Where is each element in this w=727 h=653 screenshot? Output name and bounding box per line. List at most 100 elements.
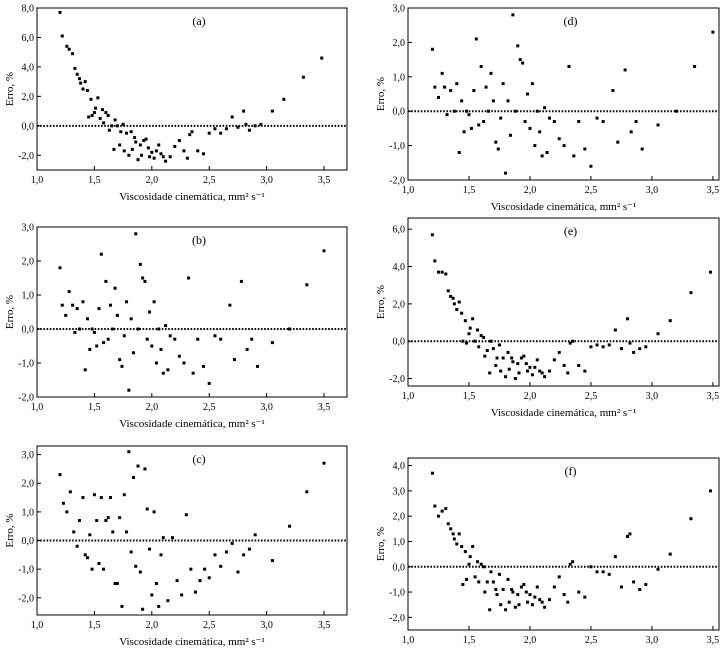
data-point bbox=[253, 533, 257, 537]
data-point bbox=[476, 328, 480, 332]
data-point bbox=[77, 518, 81, 522]
data-point bbox=[477, 345, 481, 349]
data-point bbox=[108, 303, 112, 307]
data-point bbox=[129, 550, 133, 554]
data-point bbox=[150, 344, 154, 348]
data-point bbox=[98, 116, 102, 120]
x-axis-title: Viscosidade cinemática, mm² s⁻¹ bbox=[491, 651, 637, 653]
data-series bbox=[58, 10, 324, 163]
y-tick-label: -2,0 bbox=[18, 151, 34, 162]
data-point bbox=[583, 595, 587, 599]
data-point bbox=[184, 513, 188, 517]
data-point bbox=[482, 565, 486, 569]
y-tick-label: -2,0 bbox=[18, 593, 34, 604]
y-axis-title: Erro, % bbox=[4, 513, 16, 547]
data-point bbox=[595, 116, 599, 120]
data-point bbox=[99, 252, 103, 256]
data-point bbox=[577, 590, 581, 594]
data-point bbox=[433, 504, 437, 508]
data-point bbox=[207, 576, 211, 580]
data-point bbox=[477, 580, 481, 584]
data-point bbox=[601, 570, 605, 574]
data-point bbox=[465, 577, 469, 581]
data-point bbox=[173, 144, 177, 148]
data-point bbox=[61, 501, 65, 505]
data-point bbox=[557, 575, 561, 579]
data-point bbox=[589, 565, 593, 569]
data-point bbox=[120, 364, 124, 368]
data-point bbox=[107, 128, 111, 132]
data-point bbox=[170, 536, 174, 540]
x-tick-label: 3,5 bbox=[707, 185, 720, 196]
data-point bbox=[60, 34, 64, 38]
data-point bbox=[689, 517, 693, 521]
x-tick-label: 2,0 bbox=[146, 402, 159, 413]
data-point bbox=[479, 334, 483, 338]
data-point bbox=[535, 109, 539, 113]
plot-frame bbox=[407, 217, 720, 387]
data-point bbox=[282, 97, 286, 101]
data-point bbox=[526, 369, 530, 373]
data-point bbox=[134, 564, 138, 568]
data-point bbox=[467, 332, 471, 336]
data-point bbox=[552, 358, 556, 362]
data-point bbox=[521, 61, 525, 65]
data-point bbox=[430, 47, 434, 51]
data-point bbox=[115, 581, 119, 585]
data-point bbox=[547, 598, 551, 602]
data-point bbox=[115, 313, 119, 317]
data-point bbox=[461, 582, 465, 586]
data-point bbox=[440, 270, 444, 274]
data-point bbox=[81, 300, 85, 304]
data-point bbox=[92, 493, 96, 497]
data-point bbox=[499, 369, 503, 373]
data-point bbox=[632, 580, 636, 584]
data-point bbox=[644, 345, 648, 349]
data-point bbox=[526, 92, 530, 96]
data-point bbox=[213, 334, 217, 338]
y-tick-label: 2,0 bbox=[22, 479, 35, 490]
data-point bbox=[472, 89, 476, 93]
data-point bbox=[489, 71, 493, 75]
data-point bbox=[530, 373, 534, 377]
data-point bbox=[518, 58, 522, 62]
data-point bbox=[207, 381, 211, 385]
data-point bbox=[535, 585, 539, 589]
data-series bbox=[58, 450, 326, 611]
data-point bbox=[479, 64, 483, 68]
data-point bbox=[504, 375, 508, 379]
data-point bbox=[491, 580, 495, 584]
data-point bbox=[589, 164, 593, 168]
data-point bbox=[494, 363, 498, 367]
y-tick-label: 4,0 bbox=[393, 461, 406, 472]
plot-frame bbox=[36, 445, 348, 616]
y-tick-label: 0,0 bbox=[393, 562, 406, 573]
data-point bbox=[445, 113, 449, 117]
data-point bbox=[577, 120, 581, 124]
data-point bbox=[86, 317, 90, 321]
data-point bbox=[494, 140, 498, 144]
data-point bbox=[446, 522, 450, 526]
y-tick-label: 2,0 bbox=[22, 92, 35, 103]
data-point bbox=[457, 300, 461, 304]
x-tick-label: 2,0 bbox=[146, 175, 159, 186]
data-point bbox=[628, 341, 632, 345]
x-tick-label: 2,0 bbox=[524, 185, 537, 196]
data-point bbox=[562, 144, 566, 148]
data-point bbox=[159, 152, 163, 156]
data-point bbox=[136, 464, 140, 468]
data-point bbox=[540, 154, 544, 158]
y-tick-label: -2,0 bbox=[389, 613, 405, 624]
data-point bbox=[508, 133, 512, 137]
data-point bbox=[133, 136, 137, 140]
x-tick-label: 2,5 bbox=[203, 175, 216, 186]
y-tick-label: -2,0 bbox=[18, 393, 34, 404]
data-point bbox=[485, 580, 489, 584]
data-point bbox=[168, 334, 172, 338]
data-point bbox=[270, 559, 274, 563]
data-point bbox=[71, 303, 75, 307]
data-point bbox=[113, 286, 117, 290]
data-point bbox=[457, 150, 461, 154]
data-point bbox=[102, 121, 106, 125]
